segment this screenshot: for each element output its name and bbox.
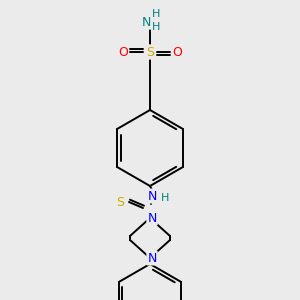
Text: N: N (147, 212, 157, 224)
Text: N: N (147, 251, 157, 265)
Text: H: H (152, 22, 160, 32)
Text: S: S (146, 46, 154, 59)
Text: O: O (172, 46, 182, 59)
Text: N: N (141, 16, 151, 28)
Text: H: H (152, 9, 160, 19)
Text: S: S (116, 196, 124, 208)
Text: H: H (161, 193, 169, 203)
Text: O: O (118, 46, 128, 59)
Text: N: N (147, 190, 157, 202)
